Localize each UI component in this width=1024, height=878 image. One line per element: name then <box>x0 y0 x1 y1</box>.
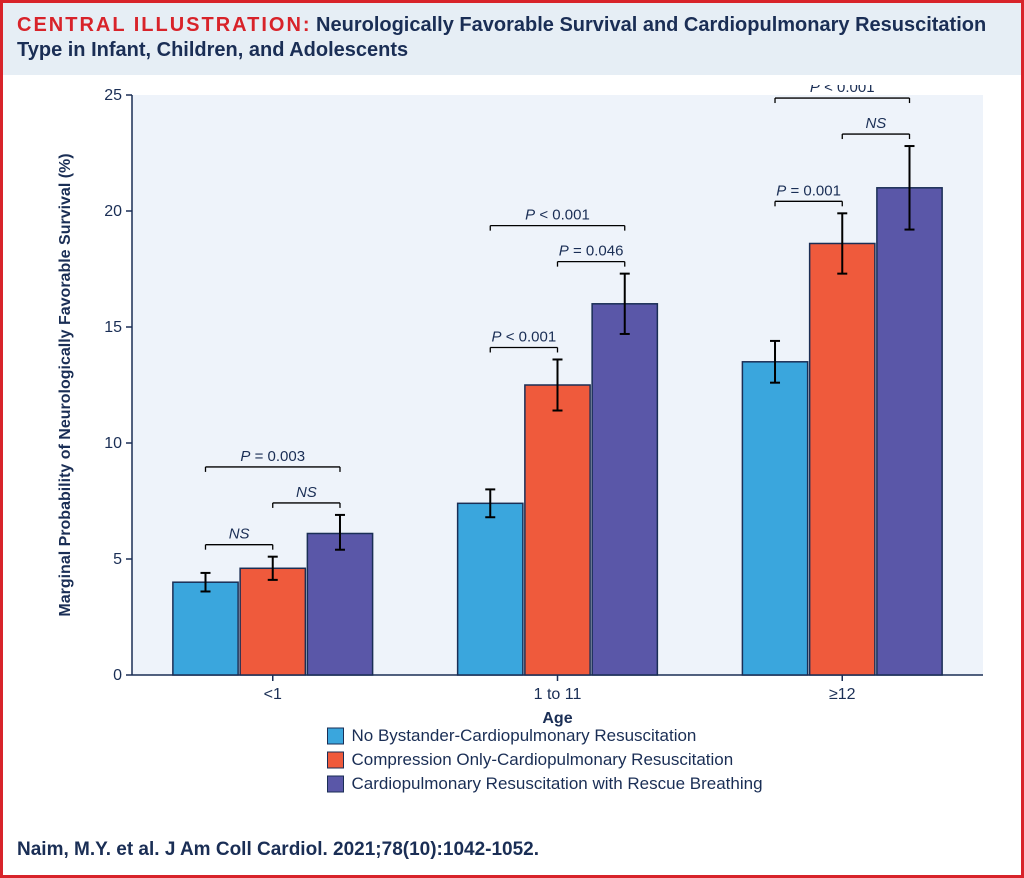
svg-text:NS: NS <box>865 115 886 132</box>
svg-text:Compression Only-Cardiopulmona: Compression Only-Cardiopulmonary Resusci… <box>352 750 734 769</box>
svg-text:5: 5 <box>113 551 122 568</box>
svg-text:P < 0.001: P < 0.001 <box>525 207 590 224</box>
svg-text:15: 15 <box>104 319 122 336</box>
chart-zone: 0 5 10 15 20 25 Marginal Probability of Neurol… <box>3 75 1021 831</box>
header-prefix: CENTRAL ILLUSTRATION: <box>17 14 312 36</box>
svg-text:Age: Age <box>542 710 572 727</box>
svg-text:P = 0.003: P = 0.003 <box>240 448 305 465</box>
svg-text:<1: <1 <box>264 686 282 703</box>
svg-text:NS: NS <box>296 484 317 501</box>
svg-text:20: 20 <box>104 203 122 220</box>
svg-text:1 to 11: 1 to 11 <box>534 686 582 703</box>
svg-text:P < 0.001: P < 0.001 <box>810 85 875 96</box>
svg-text:P < 0.001: P < 0.001 <box>492 328 557 345</box>
svg-text:Cardiopulmonary Resuscitation: Cardiopulmonary Resuscitation with Rescu… <box>352 774 763 793</box>
svg-text:NS: NS <box>229 526 250 543</box>
svg-text:No Bystander-Cardiopulmonary R: No Bystander-Cardiopulmonary Resuscitati… <box>352 726 697 745</box>
svg-text:Marginal Probability of Neurol: Marginal Probability of Neurologically F… <box>57 153 74 616</box>
bar-chart: 0 5 10 15 20 25 Marginal Probability of Neurol… <box>27 85 1003 825</box>
citation: Naim, M.Y. et al. J Am Coll Cardiol. 202… <box>3 831 1021 875</box>
svg-text:25: 25 <box>104 87 122 104</box>
svg-text:P = 0.046: P = 0.046 <box>559 243 624 260</box>
svg-text:≥12: ≥12 <box>829 686 856 703</box>
svg-text:0: 0 <box>113 667 122 684</box>
header-band: CENTRAL ILLUSTRATION: Neurologically Fav… <box>3 3 1021 75</box>
svg-text:P = 0.001: P = 0.001 <box>776 182 841 199</box>
svg-text:10: 10 <box>104 435 122 452</box>
figure-container: CENTRAL ILLUSTRATION: Neurologically Fav… <box>0 0 1024 878</box>
